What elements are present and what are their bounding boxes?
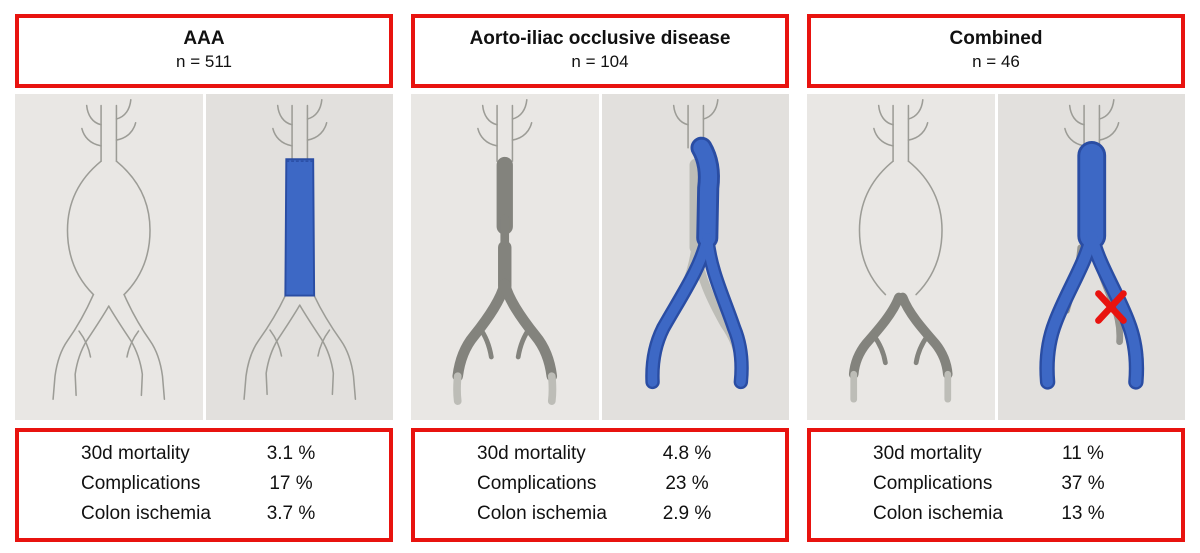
bypass-graft-shape (644, 136, 749, 389)
stat-value: 11 % (1062, 443, 1104, 464)
stat-row: Colon ischemia 2.9 % (477, 500, 723, 528)
repair-anatomy-image (997, 93, 1185, 420)
repair-anatomy-image (205, 93, 393, 420)
stat-label: Complications (477, 473, 597, 494)
stat-label: 30d mortality (81, 443, 190, 464)
stat-row: 30d mortality 11 % (873, 440, 1119, 468)
stat-value: 23 % (665, 473, 709, 494)
bifurcated-graft-shape (1038, 140, 1144, 390)
stat-row: Complications 17 % (81, 470, 327, 498)
aaa-native-aorta-illustration (52, 98, 166, 400)
outcome-stats-box: 30d mortality 3.1 % Complications 17 % C… (15, 428, 393, 542)
occluded-vessels-illustration (452, 98, 558, 405)
outcome-stats-box: 30d mortality 4.8 % Complications 23 % C… (411, 428, 789, 542)
repair-anatomy-image (601, 93, 789, 420)
illustration-area (15, 93, 393, 420)
panel-n-count: n = 46 (972, 51, 1020, 71)
aaa-tube-graft-illustration (242, 98, 356, 400)
stat-row: Complications 37 % (873, 470, 1119, 498)
native-anatomy-image (15, 93, 203, 420)
stat-label: Colon ischemia (873, 503, 1003, 524)
aneurysm-with-occlusion-illustration (848, 98, 953, 403)
stat-row: Complications 23 % (477, 470, 723, 498)
panel-title-box: AAA n = 511 (15, 14, 393, 88)
panel-title-box: Aorto-iliac occlusive disease n = 104 (411, 14, 789, 88)
stat-label: Colon ischemia (477, 503, 607, 524)
bifurcated-graft-illustration (1038, 98, 1144, 390)
stat-value: 2.9 % (662, 503, 712, 524)
panel-title: Combined (949, 28, 1043, 49)
stat-label: 30d mortality (873, 443, 982, 464)
stat-value: 17 % (269, 473, 313, 494)
native-anatomy-image (411, 93, 599, 420)
stat-label: Colon ischemia (81, 503, 211, 524)
panel-title: Aorto-iliac occlusive disease (469, 28, 731, 49)
native-anatomy-image (807, 93, 995, 420)
stat-value: 13 % (1061, 503, 1105, 524)
stat-value: 3.1 % (266, 443, 316, 464)
panel-occlusive-disease: Aorto-iliac occlusive disease n = 104 (411, 14, 789, 542)
stat-row: 30d mortality 3.1 % (81, 440, 327, 468)
stat-label: Complications (81, 473, 201, 494)
stat-label: 30d mortality (477, 443, 586, 464)
stat-row: Colon ischemia 13 % (873, 500, 1119, 528)
stat-value: 37 % (1061, 473, 1105, 494)
panel-n-count: n = 104 (571, 51, 629, 71)
aorto-bifemoral-bypass-illustration (644, 98, 749, 389)
panel-combined: Combined n = 46 (807, 14, 1185, 542)
panel-aaa: AAA n = 511 (15, 14, 393, 542)
panel-title: AAA (183, 28, 225, 49)
tube-graft-shape (283, 157, 315, 297)
stat-label: Complications (873, 473, 993, 494)
outcome-stats-box: 30d mortality 11 % Complications 37 % Co… (807, 428, 1185, 542)
stat-value: 3.7 % (266, 503, 316, 524)
panel-title-box: Combined n = 46 (807, 14, 1185, 88)
illustration-area (411, 93, 789, 420)
red-x-occlusion-marker (1094, 289, 1127, 324)
stat-value: 4.8 % (662, 443, 712, 464)
stat-row: Colon ischemia 3.7 % (81, 500, 327, 528)
panel-n-count: n = 511 (176, 51, 232, 71)
stat-row: 30d mortality 4.8 % (477, 440, 723, 468)
illustration-area (807, 93, 1185, 420)
